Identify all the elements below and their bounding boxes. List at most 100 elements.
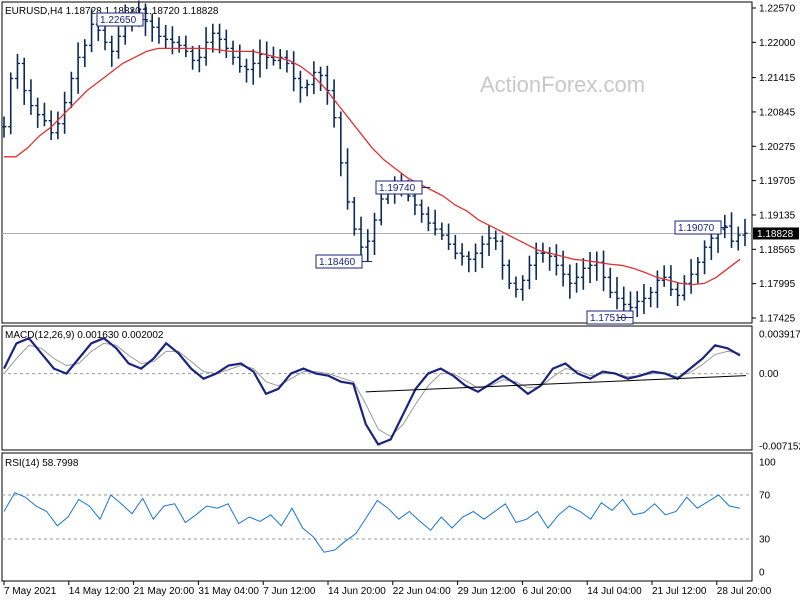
time-tick-label: 14 Jul 04:00 xyxy=(587,586,642,597)
price-bar xyxy=(1,116,7,138)
price-bar xyxy=(378,192,384,226)
price-bar xyxy=(291,51,297,92)
price-bar xyxy=(553,244,559,276)
price-bar xyxy=(345,148,351,210)
price-tick-label: 1.22570 xyxy=(759,4,796,15)
price-annotation: 1.17510 xyxy=(586,310,634,325)
price-bar xyxy=(35,97,41,128)
price-bar xyxy=(459,243,465,266)
rsi-panel-frame xyxy=(1,452,753,582)
macd-line xyxy=(3,336,741,446)
price-bar xyxy=(176,36,182,53)
price-annotation: 1.22650 xyxy=(96,12,148,27)
price-bar xyxy=(439,222,445,240)
price-bar xyxy=(109,35,115,67)
time-tick-label: 21 Jul 12:00 xyxy=(652,586,707,597)
price-bar xyxy=(466,251,472,273)
price-bar xyxy=(452,234,458,260)
macd-tick-label: 0.00 xyxy=(759,369,779,380)
svg-text:1.17510: 1.17510 xyxy=(590,313,627,324)
price-bar xyxy=(607,267,613,299)
price-bar xyxy=(661,265,667,287)
price-tick-label: 1.20275 xyxy=(759,142,796,153)
price-bar xyxy=(486,225,492,256)
price-bar xyxy=(526,255,532,290)
price-bar xyxy=(196,45,202,73)
rsi-tick-label: 70 xyxy=(759,491,771,502)
rsi-label: RSI(14) 58.7998 xyxy=(5,458,79,469)
price-bar xyxy=(156,17,162,44)
price-tick-label: 1.19135 xyxy=(759,210,796,221)
time-tick-label: 6 Jul 20:00 xyxy=(522,586,571,597)
current-price-badge xyxy=(753,227,799,240)
price-bar xyxy=(540,242,546,263)
price-bar xyxy=(8,72,14,135)
rsi-line xyxy=(3,492,741,553)
time-tick-label: 31 May 04:00 xyxy=(198,586,259,597)
price-bar xyxy=(722,214,728,239)
price-bar xyxy=(479,235,485,269)
price-bar xyxy=(237,44,243,73)
price-bar xyxy=(688,259,694,294)
price-bar xyxy=(318,66,324,92)
price-bar xyxy=(311,61,317,95)
price-bar xyxy=(331,79,337,128)
time-tick-label: 29 Jun 12:00 xyxy=(458,586,516,597)
price-bar xyxy=(513,276,519,298)
price-bar xyxy=(587,251,593,284)
price-bar xyxy=(55,111,61,140)
price-bar xyxy=(75,42,81,94)
svg-text:1.19740: 1.19740 xyxy=(379,183,416,194)
price-bar xyxy=(190,46,196,70)
price-bar xyxy=(351,196,357,236)
price-panel-frame xyxy=(1,1,753,324)
price-bar xyxy=(21,57,27,105)
price-bar xyxy=(506,259,512,289)
price-bar xyxy=(648,287,654,308)
price-bar xyxy=(116,26,122,59)
price-bar xyxy=(217,23,223,54)
price-tick-label: 1.22000 xyxy=(759,38,796,49)
price-tick-label: 1.21415 xyxy=(759,73,796,84)
price-bar xyxy=(210,23,216,53)
price-bar xyxy=(695,257,701,284)
price-annotation: 1.19070 xyxy=(674,220,728,235)
price-bar xyxy=(574,262,580,293)
price-tick-label: 1.20845 xyxy=(759,107,796,118)
price-bar xyxy=(708,230,714,261)
price-bar xyxy=(446,223,452,250)
price-bar xyxy=(82,39,88,68)
price-bar xyxy=(520,275,526,301)
price-bar xyxy=(372,212,377,256)
macd-panel-frame xyxy=(1,325,753,451)
price-bar xyxy=(163,24,169,49)
price-bar xyxy=(304,79,310,97)
time-tick-label: 21 May 20:00 xyxy=(134,586,195,597)
price-bar xyxy=(257,39,263,78)
price-bar xyxy=(89,9,95,53)
price-bar xyxy=(419,199,425,223)
price-bar xyxy=(493,230,499,250)
rsi-tick-label: 100 xyxy=(759,458,776,469)
price-header: EURUSD,H4 1.18728 1.18830 1.18720 1.1882… xyxy=(5,6,219,17)
price-bar xyxy=(48,110,54,141)
price-tick-label: 1.17995 xyxy=(759,279,796,290)
price-bar xyxy=(284,50,290,73)
time-tick-label: 22 Jun 04:00 xyxy=(393,586,451,597)
price-bar xyxy=(338,111,344,177)
price-bar xyxy=(277,49,283,70)
price-bar xyxy=(169,26,175,55)
svg-text:1.22650: 1.22650 xyxy=(100,15,137,26)
price-bar xyxy=(567,264,573,299)
price-bar xyxy=(324,65,330,105)
price-bar xyxy=(297,70,303,103)
rsi-tick-label: 0 xyxy=(759,568,765,579)
time-tick-label: 28 Jul 20:00 xyxy=(717,586,772,597)
time-tick-label: 7 Jun 12:00 xyxy=(263,586,316,597)
price-bar xyxy=(432,209,438,236)
price-annotation: 1.19740 xyxy=(375,180,430,195)
price-bar xyxy=(641,284,647,315)
price-bar xyxy=(244,58,250,83)
price-tick-label: 1.18565 xyxy=(759,245,796,256)
